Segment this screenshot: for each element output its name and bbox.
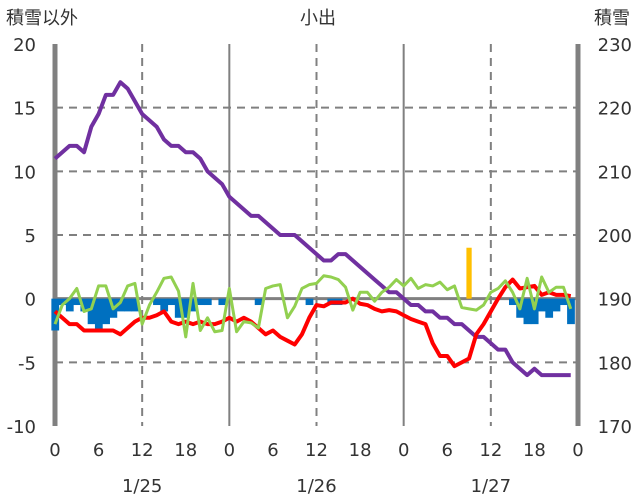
chart-title: 小出 bbox=[300, 8, 336, 29]
green-line bbox=[53, 274, 573, 339]
x-tick-label: 12 bbox=[305, 440, 328, 461]
x-tick-label: 6 bbox=[93, 440, 104, 461]
blue-bar bbox=[87, 298, 96, 325]
blue-bar bbox=[538, 298, 546, 312]
x-tick-label: 18 bbox=[174, 440, 197, 461]
x-tick-label: 0 bbox=[224, 440, 235, 461]
blue-bar bbox=[508, 298, 517, 306]
x-tick-label: 0 bbox=[398, 440, 409, 461]
right-tick-label: 230 bbox=[598, 35, 632, 56]
x-tick-label: 6 bbox=[267, 440, 278, 461]
x-tick-label: 12 bbox=[131, 440, 154, 461]
left-tick-label: 10 bbox=[13, 162, 36, 183]
x-tick-label: 18 bbox=[523, 440, 546, 461]
blue-bar bbox=[65, 298, 74, 312]
snow_depth-line bbox=[53, 80, 571, 378]
blue-bar bbox=[167, 298, 176, 306]
blue-bar bbox=[153, 298, 161, 306]
right-tick-label: 200 bbox=[598, 226, 632, 247]
left-tick-label: 5 bbox=[25, 226, 36, 247]
left-axis-title: 積雪以外 bbox=[6, 8, 78, 29]
blue-bar bbox=[80, 298, 89, 312]
left-tick-label: 20 bbox=[13, 35, 36, 56]
blue-bar bbox=[196, 298, 205, 306]
left-tick-label: 15 bbox=[13, 99, 36, 120]
x-tick-label: 12 bbox=[479, 440, 502, 461]
right-tick-label: 220 bbox=[598, 99, 632, 120]
blue-bar bbox=[102, 298, 110, 325]
x-tick-label: 0 bbox=[572, 440, 583, 461]
blue-bar bbox=[523, 298, 532, 325]
blue-bar bbox=[51, 298, 60, 331]
blue-bar bbox=[530, 298, 539, 325]
blue-bar bbox=[160, 298, 169, 312]
blue-bar bbox=[254, 298, 263, 306]
blue-bar bbox=[58, 298, 67, 306]
blue-bar bbox=[73, 298, 81, 306]
blue-bar bbox=[94, 298, 103, 331]
right-tick-label: 190 bbox=[598, 290, 632, 311]
blue-bar bbox=[203, 298, 212, 306]
x-tick-label: 18 bbox=[349, 440, 372, 461]
blue-bar bbox=[189, 298, 198, 312]
left-tick-label: -5 bbox=[18, 353, 36, 374]
right-tick-label: 180 bbox=[598, 353, 632, 374]
right-axis-title: 積雪 bbox=[594, 8, 630, 29]
left-tick-label: -10 bbox=[7, 417, 36, 438]
date-label: 1/26 bbox=[296, 476, 336, 497]
blue-bar bbox=[174, 298, 183, 318]
blue-bar bbox=[552, 298, 561, 312]
right-tick-label: 210 bbox=[598, 162, 632, 183]
left-tick-label: 0 bbox=[25, 290, 36, 311]
blue-bar bbox=[116, 298, 125, 312]
date-label: 1/25 bbox=[122, 476, 162, 497]
blue-bar bbox=[131, 298, 140, 312]
x-tick-label: 0 bbox=[49, 440, 60, 461]
x-tick-label: 6 bbox=[442, 440, 453, 461]
date-label: 1/27 bbox=[471, 476, 511, 497]
orange-bar bbox=[466, 247, 472, 299]
blue-bar bbox=[218, 298, 227, 306]
right-tick-label: 170 bbox=[598, 417, 632, 438]
blue-bar bbox=[559, 298, 568, 306]
blue-bar bbox=[567, 298, 575, 325]
blue-bar bbox=[124, 298, 132, 312]
blue-bar bbox=[305, 298, 314, 306]
blue-bar bbox=[545, 298, 554, 318]
blue-bar bbox=[182, 298, 190, 318]
